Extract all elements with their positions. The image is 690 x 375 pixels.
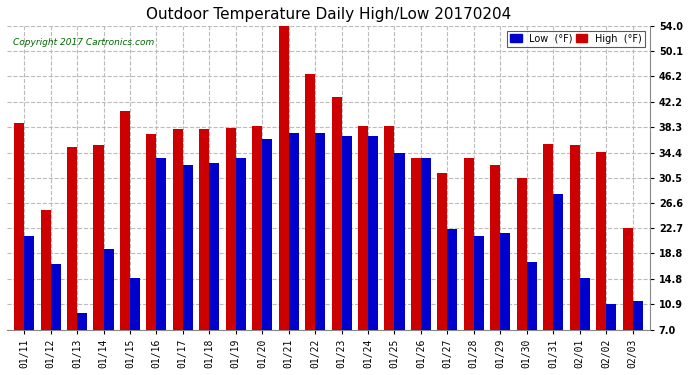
Bar [421, 158, 431, 375]
Bar [183, 165, 193, 375]
Bar [596, 152, 606, 375]
Bar [67, 147, 77, 375]
Bar [262, 139, 273, 375]
Bar [500, 233, 511, 375]
Bar [93, 146, 104, 375]
Bar [447, 230, 457, 375]
Bar [553, 194, 563, 375]
Bar [14, 123, 24, 375]
Bar [411, 158, 421, 375]
Bar [199, 129, 209, 375]
Legend: Low  (°F), High  (°F): Low (°F), High (°F) [507, 31, 645, 46]
Bar [622, 228, 633, 375]
Bar [236, 158, 246, 375]
Bar [50, 264, 61, 375]
Bar [315, 132, 325, 375]
Bar [331, 97, 342, 375]
Bar [226, 128, 236, 375]
Bar [209, 163, 219, 375]
Bar [606, 304, 616, 375]
Bar [368, 136, 378, 375]
Bar [157, 158, 166, 375]
Bar [526, 262, 537, 375]
Bar [491, 165, 500, 375]
Bar [305, 74, 315, 375]
Bar [252, 126, 262, 375]
Bar [570, 146, 580, 375]
Bar [464, 158, 474, 375]
Bar [41, 210, 50, 375]
Bar [517, 178, 526, 375]
Bar [146, 135, 157, 375]
Bar [395, 153, 404, 375]
Bar [279, 25, 288, 375]
Bar [437, 173, 447, 375]
Bar [172, 129, 183, 375]
Bar [358, 126, 368, 375]
Text: Copyright 2017 Cartronics.com: Copyright 2017 Cartronics.com [13, 38, 155, 47]
Bar [24, 236, 34, 375]
Bar [384, 126, 395, 375]
Title: Outdoor Temperature Daily High/Low 20170204: Outdoor Temperature Daily High/Low 20170… [146, 7, 511, 22]
Bar [130, 278, 140, 375]
Bar [288, 132, 299, 375]
Bar [474, 236, 484, 375]
Bar [580, 278, 590, 375]
Bar [120, 111, 130, 375]
Bar [77, 314, 87, 375]
Bar [633, 301, 642, 375]
Bar [543, 144, 553, 375]
Bar [104, 249, 114, 375]
Bar [342, 136, 352, 375]
